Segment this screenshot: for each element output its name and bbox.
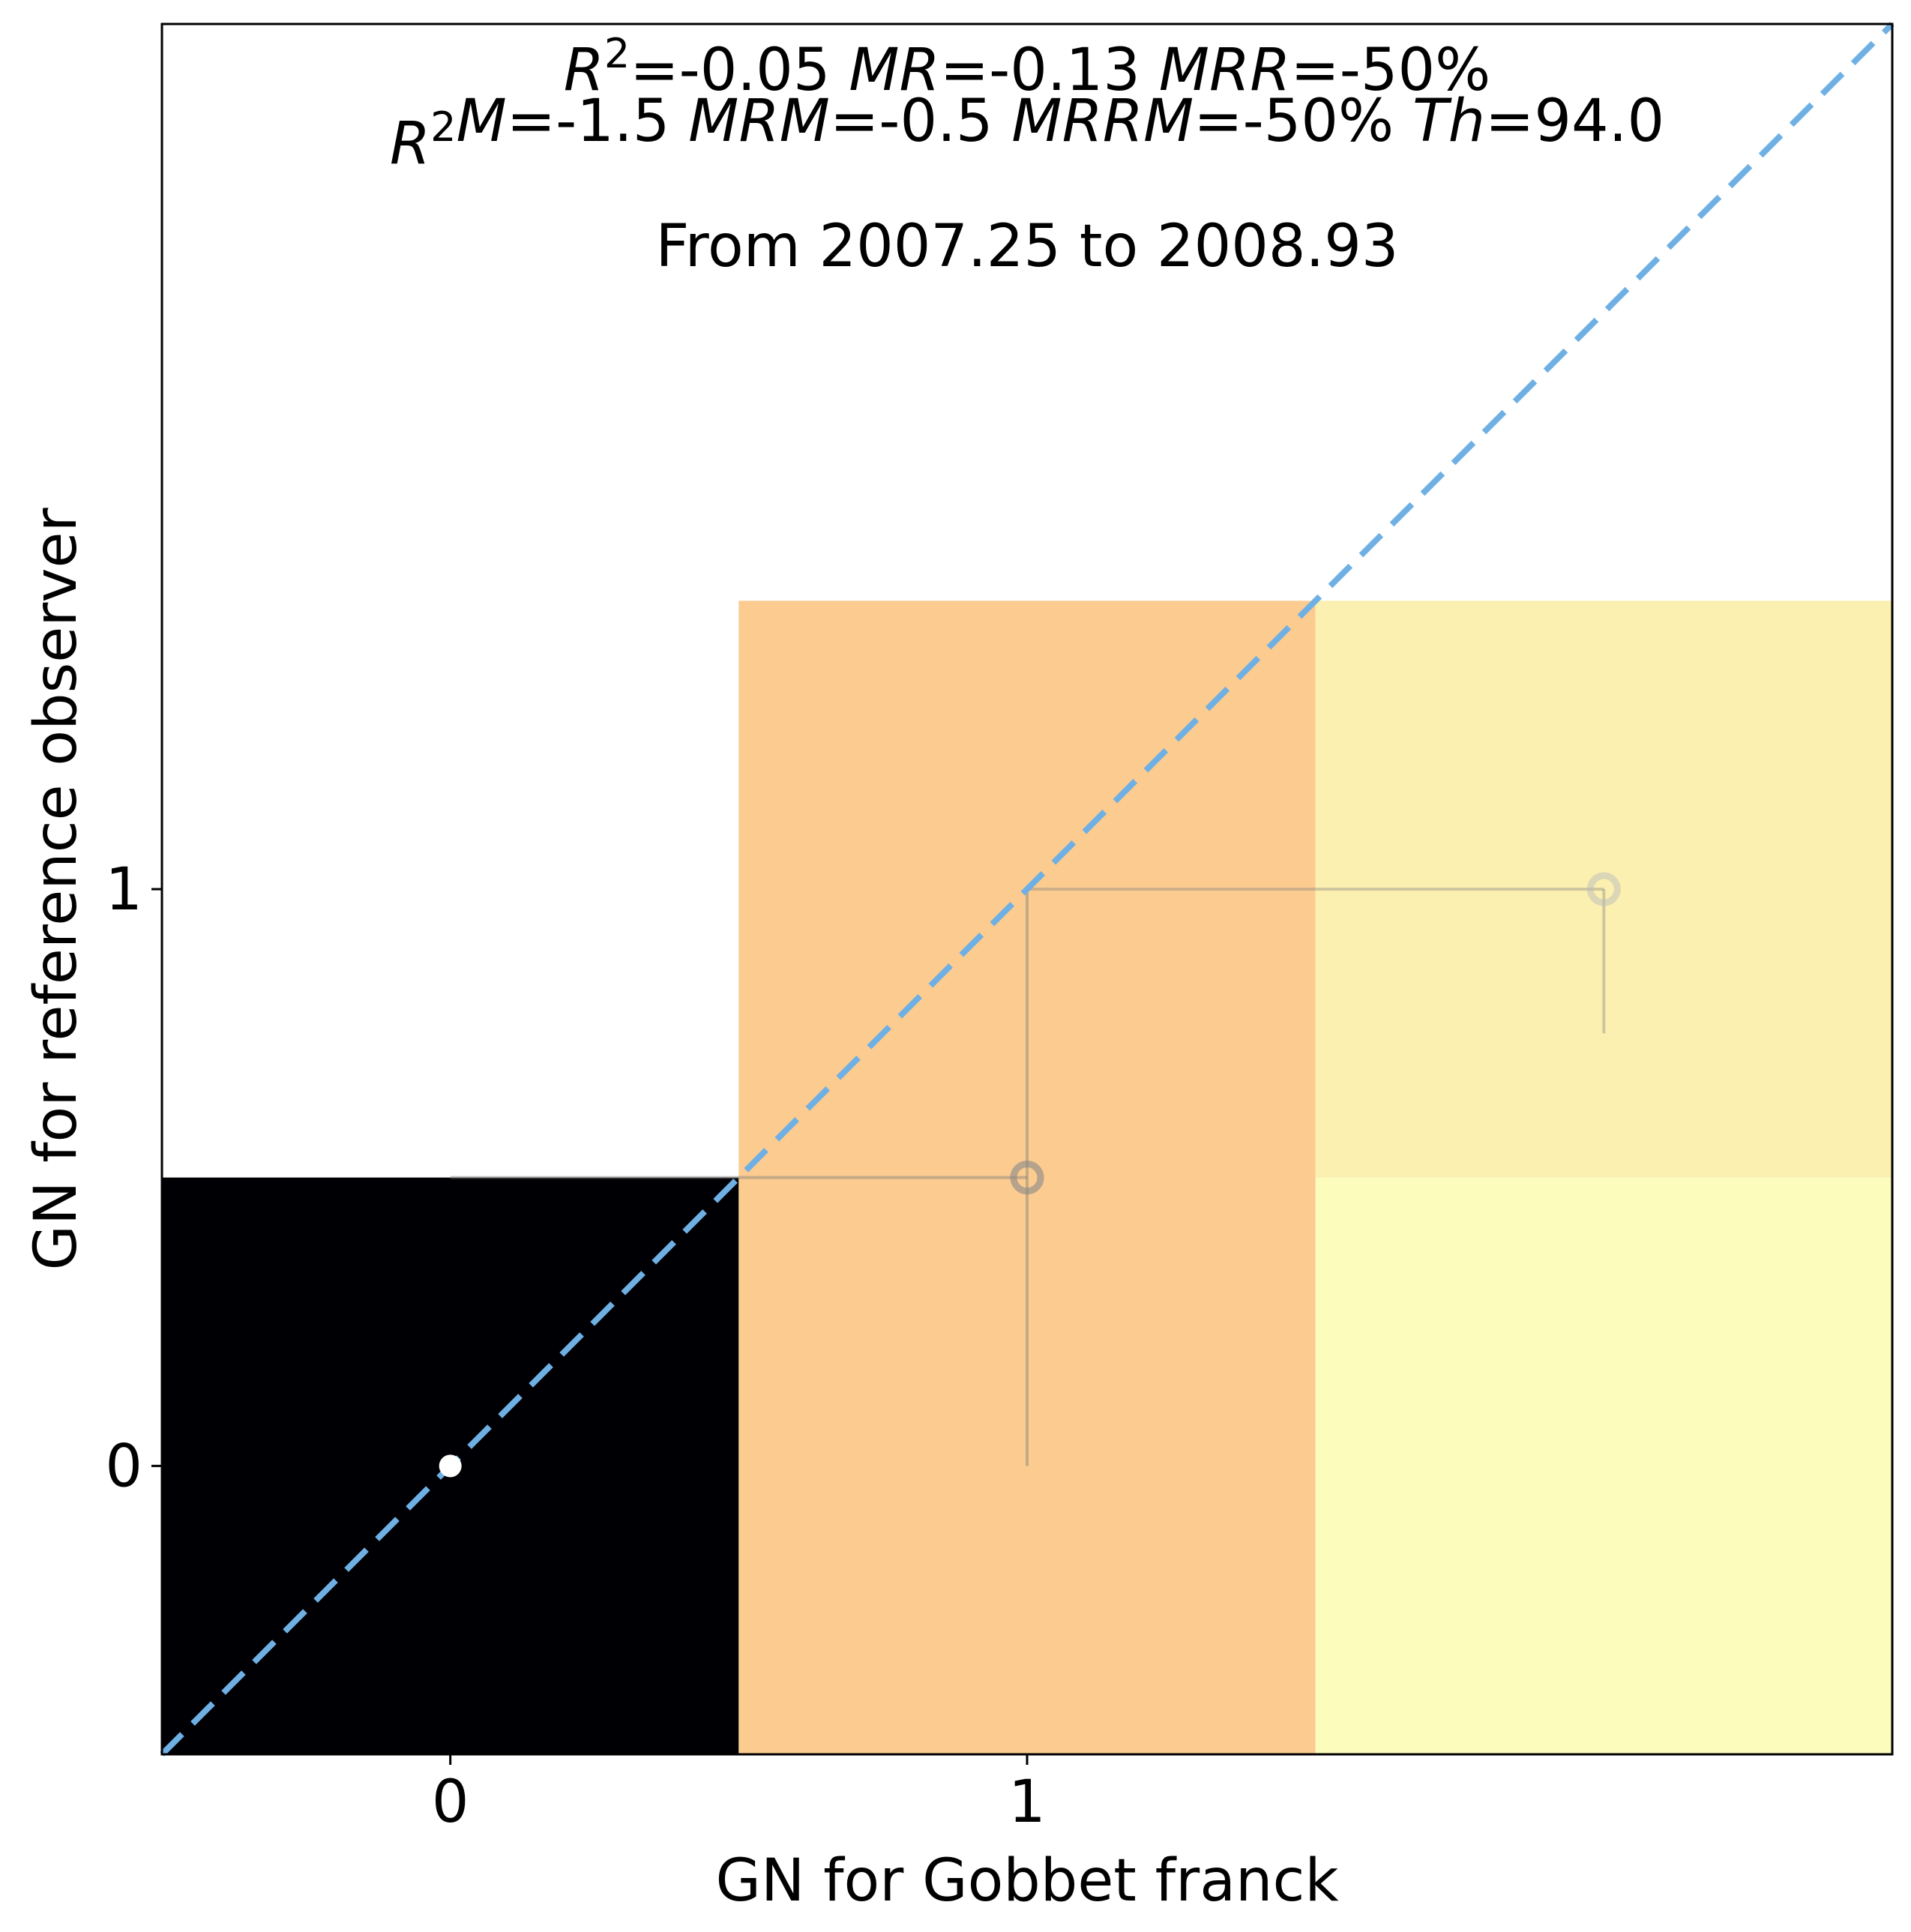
chart-title: R2=-0.05 MR=-0.13 MRR=-50%R2M=-1.5 MRM=-…	[390, 30, 1664, 178]
axis-ticks: 0 1 0 1	[105, 856, 1045, 1836]
heatmap-cell-2	[1315, 1177, 1892, 1754]
y-axis-label: GN for reference observer	[22, 508, 90, 1271]
error-bars	[450, 888, 1606, 1466]
heatmap-cell-3	[1315, 601, 1892, 1178]
data-point-2	[1586, 872, 1621, 906]
chart-subtitle: From 2007.25 to 2008.93	[655, 213, 1398, 280]
data-points	[439, 872, 1621, 1478]
x-tick-label-1: 1	[1008, 1769, 1046, 1836]
y-tick-label-0: 0	[105, 1433, 142, 1500]
y-tick-label-1: 1	[105, 856, 142, 924]
x-axis-label: GN for Gobbet franck	[716, 1847, 1339, 1915]
data-point-1	[1010, 1161, 1044, 1195]
x-tick-label-0: 0	[432, 1769, 469, 1836]
data-point-0	[439, 1454, 462, 1478]
title-line-0: R2=-0.05 MR=-0.13 MRR=-50%	[564, 30, 1491, 104]
heatmap-cell-1	[738, 601, 1316, 1755]
title-line-1: R2M=-1.5 MRM=-0.5 MRRM=-50% Th=94.0	[390, 88, 1664, 178]
